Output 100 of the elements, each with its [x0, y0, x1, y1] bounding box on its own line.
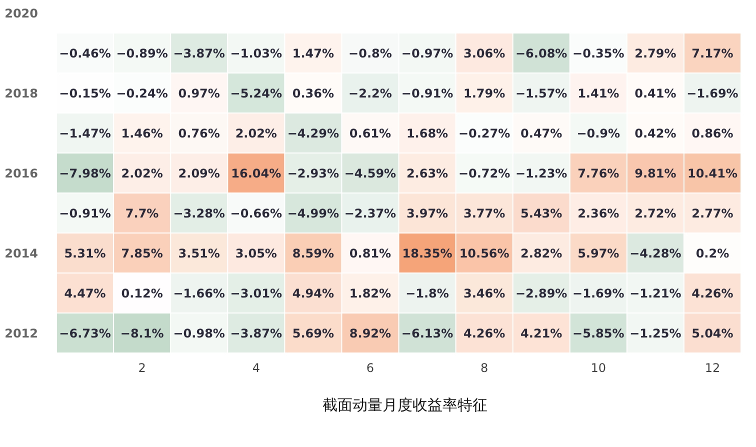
- data-label: 2.82%: [520, 246, 562, 260]
- data-label: 5.69%: [292, 326, 334, 340]
- data-label: 2.02%: [121, 166, 163, 180]
- data-label: 4.26%: [463, 326, 506, 340]
- data-label: 1.82%: [349, 286, 392, 300]
- data-label: 4.26%: [692, 286, 734, 300]
- data-label: −0.89%: [116, 46, 168, 60]
- data-label: 1.68%: [406, 126, 448, 140]
- data-label: 0.76%: [178, 126, 220, 140]
- data-label: −2.93%: [287, 166, 340, 180]
- data-label: 16.04%: [231, 166, 282, 180]
- data-label: −0.66%: [230, 206, 282, 220]
- data-label: 3.97%: [406, 206, 448, 220]
- data-label: 18.35%: [402, 246, 452, 260]
- data-label: 0.36%: [292, 86, 334, 100]
- data-label: 1.41%: [578, 86, 620, 100]
- data-label: 3.06%: [463, 46, 506, 60]
- data-label: −2.2%: [348, 86, 392, 100]
- data-label: 4.47%: [64, 286, 106, 300]
- x-tick-label: 10: [590, 361, 606, 375]
- data-label: −0.98%: [173, 326, 225, 340]
- data-label: 0.47%: [520, 126, 562, 140]
- data-label: −1.8%: [406, 286, 449, 300]
- y-tick-label: 2014: [4, 246, 38, 260]
- data-label: 3.77%: [463, 206, 506, 220]
- data-label: 2.72%: [634, 206, 676, 220]
- data-label: −1.57%: [516, 86, 568, 100]
- data-label: −1.47%: [59, 126, 111, 140]
- x-tick-label: 6: [366, 361, 374, 375]
- data-label: 0.2%: [696, 246, 730, 260]
- data-label: −4.29%: [287, 126, 340, 140]
- data-label: −3.28%: [173, 206, 225, 220]
- data-label: −4.59%: [344, 166, 396, 180]
- data-label: 4.94%: [292, 286, 334, 300]
- data-label: 0.61%: [349, 126, 392, 140]
- data-label: −4.99%: [287, 206, 340, 220]
- data-label: −8.1%: [120, 326, 164, 340]
- x-tick-label: 4: [252, 361, 260, 375]
- data-label: 1.79%: [463, 86, 506, 100]
- data-label: 3.46%: [463, 286, 506, 300]
- data-label: −3.87%: [230, 326, 282, 340]
- data-label: −0.9%: [576, 126, 620, 140]
- data-label: 5.04%: [692, 326, 734, 340]
- data-label: −0.27%: [458, 126, 510, 140]
- data-label: −1.25%: [630, 326, 682, 340]
- data-label: −0.35%: [572, 46, 624, 60]
- data-label: −2.89%: [516, 286, 568, 300]
- data-label: 7.85%: [121, 246, 163, 260]
- data-label: −0.24%: [116, 86, 168, 100]
- data-label: −1.69%: [686, 86, 738, 100]
- data-label: −4.28%: [630, 246, 682, 260]
- x-tick-label: 8: [480, 361, 488, 375]
- data-label: −1.03%: [230, 46, 282, 60]
- data-label: 2.09%: [178, 166, 220, 180]
- data-label: −6.73%: [59, 326, 111, 340]
- data-label: 2.36%: [578, 206, 620, 220]
- data-label: −1.66%: [173, 286, 225, 300]
- data-label: −5.85%: [572, 326, 624, 340]
- y-tick-label: 2016: [4, 166, 38, 180]
- data-label: 8.92%: [349, 326, 392, 340]
- data-label: 2.63%: [406, 166, 448, 180]
- data-label: 3.05%: [235, 246, 277, 260]
- data-label: −0.97%: [401, 46, 454, 60]
- data-label: −0.46%: [59, 46, 111, 60]
- data-label: −1.23%: [516, 166, 568, 180]
- data-label: −3.87%: [173, 46, 225, 60]
- data-label: −0.91%: [401, 86, 454, 100]
- data-label: 1.47%: [292, 46, 334, 60]
- data-label: −5.24%: [230, 86, 282, 100]
- text: 截面动量月度收益率特征: [322, 396, 488, 414]
- data-label: 0.81%: [349, 246, 392, 260]
- y-tick-label: 2012: [4, 326, 38, 340]
- x-tick-label: 2: [138, 361, 146, 375]
- data-label: −0.91%: [59, 206, 111, 220]
- data-label: 2.79%: [634, 46, 676, 60]
- data-label: 10.56%: [459, 246, 510, 260]
- data-label: −0.15%: [59, 86, 111, 100]
- data-label: 7.7%: [125, 206, 159, 220]
- data-label: −1.69%: [572, 286, 624, 300]
- data-label: 3.51%: [178, 246, 220, 260]
- data-label: 0.42%: [634, 126, 676, 140]
- data-label: 0.86%: [692, 126, 734, 140]
- data-label: −3.01%: [230, 286, 282, 300]
- data-label: −2.37%: [344, 206, 396, 220]
- data-label: −0.72%: [458, 166, 510, 180]
- data-label: 7.17%: [692, 46, 734, 60]
- data-label: −1.21%: [630, 286, 682, 300]
- data-label: 10.41%: [687, 166, 738, 180]
- data-label: 0.12%: [121, 286, 163, 300]
- data-label: 8.59%: [292, 246, 334, 260]
- data-label: 7.76%: [578, 166, 620, 180]
- data-label: 0.97%: [178, 86, 220, 100]
- data-label: −7.98%: [59, 166, 111, 180]
- data-label: −6.13%: [401, 326, 454, 340]
- y-tick-label: 2018: [4, 86, 38, 100]
- data-label: 2.02%: [235, 126, 277, 140]
- y-tick-label: 2020: [4, 6, 38, 20]
- data-label: 1.46%: [121, 126, 163, 140]
- data-label: 5.43%: [520, 206, 562, 220]
- data-label: 0.41%: [634, 86, 676, 100]
